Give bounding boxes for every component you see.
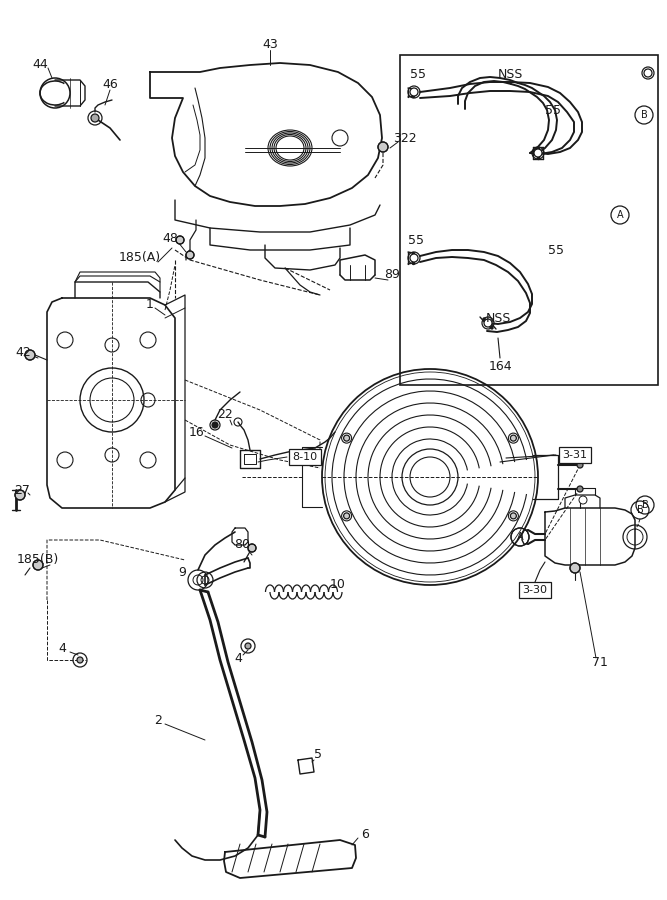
Text: 8-10: 8-10	[292, 452, 317, 462]
Text: 4: 4	[58, 642, 66, 654]
Text: NSS: NSS	[498, 68, 523, 82]
Circle shape	[33, 560, 43, 570]
Circle shape	[77, 657, 83, 663]
Circle shape	[410, 254, 418, 262]
Bar	[400, 55, 658, 385]
Circle shape	[534, 149, 542, 157]
Circle shape	[248, 544, 256, 552]
Text: 6: 6	[361, 829, 369, 842]
Circle shape	[410, 88, 418, 96]
Text: 55: 55	[548, 244, 564, 256]
Circle shape	[570, 563, 580, 573]
Text: 16: 16	[189, 426, 205, 438]
Circle shape	[212, 422, 218, 428]
Circle shape	[91, 114, 99, 122]
Text: 3-30: 3-30	[522, 585, 548, 595]
Text: 322: 322	[393, 131, 417, 145]
Text: 48: 48	[162, 231, 178, 245]
Circle shape	[577, 462, 583, 468]
Text: B: B	[642, 500, 648, 510]
Text: 185(B): 185(B)	[17, 554, 59, 566]
Text: 42: 42	[15, 346, 31, 358]
Text: 9: 9	[178, 565, 186, 579]
Circle shape	[15, 490, 25, 500]
Text: 44: 44	[32, 58, 48, 71]
Text: 46: 46	[102, 78, 118, 92]
Text: NSS: NSS	[486, 311, 511, 325]
Circle shape	[378, 142, 388, 152]
Text: 5: 5	[314, 749, 322, 761]
Text: 55: 55	[410, 68, 426, 80]
Text: A: A	[617, 210, 624, 220]
Text: 55: 55	[545, 104, 561, 116]
Text: 4: 4	[234, 652, 242, 664]
Circle shape	[186, 251, 194, 259]
Text: 3-31: 3-31	[562, 450, 588, 460]
Circle shape	[510, 435, 516, 441]
Circle shape	[484, 319, 492, 327]
Text: 164: 164	[488, 361, 512, 374]
Text: 89: 89	[384, 268, 400, 282]
Circle shape	[245, 643, 251, 649]
Text: 43: 43	[262, 39, 278, 51]
Circle shape	[644, 69, 652, 77]
Text: 10: 10	[330, 578, 346, 590]
Text: 80: 80	[234, 538, 250, 552]
Text: 71: 71	[592, 655, 608, 669]
Circle shape	[577, 486, 583, 492]
Circle shape	[25, 350, 35, 360]
Text: B: B	[636, 505, 644, 515]
Circle shape	[344, 513, 350, 519]
Text: 27: 27	[14, 483, 30, 497]
Text: 185(A): 185(A)	[119, 251, 161, 265]
Text: 1: 1	[146, 299, 154, 311]
Text: B: B	[640, 110, 648, 120]
Circle shape	[510, 513, 516, 519]
Circle shape	[176, 236, 184, 244]
Text: 22: 22	[217, 409, 233, 421]
Text: 55: 55	[408, 233, 424, 247]
Text: 2: 2	[154, 714, 162, 726]
Text: A: A	[517, 532, 524, 542]
Circle shape	[344, 435, 350, 441]
